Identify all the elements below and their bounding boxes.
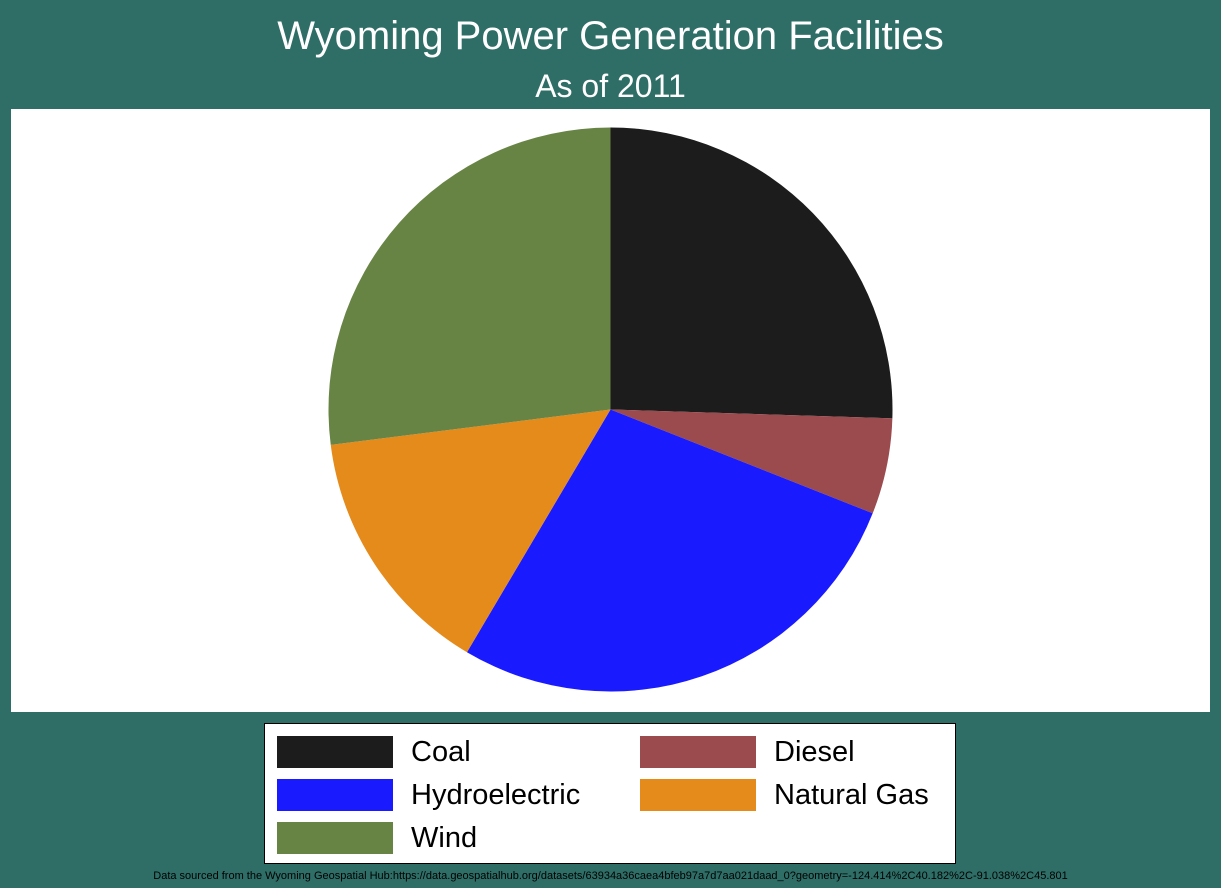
pie-slice-coal — [610, 127, 893, 419]
plot-area — [11, 109, 1210, 712]
legend-swatch-natural-gas — [640, 779, 756, 811]
legend-swatch-hydroelectric — [277, 779, 393, 811]
legend-label-natural-gas: Natural Gas — [774, 779, 929, 811]
pie-slice-hydroelectric — [466, 409, 873, 692]
legend: Coal Diesel Hydroelectric Natural Gas Wi… — [264, 723, 956, 864]
legend-label-hydroelectric: Hydroelectric — [411, 779, 581, 811]
legend-swatch-diesel — [640, 736, 756, 768]
pie-slice-natural-gas — [330, 409, 611, 653]
legend-label-wind: Wind — [411, 822, 478, 854]
legend-label-coal: Coal — [411, 736, 471, 768]
pie-chart — [328, 127, 893, 692]
pie-slice-diesel — [610, 409, 893, 514]
legend-swatch-coal — [277, 736, 393, 768]
source-note: Data sourced from the Wyoming Geospatial… — [153, 870, 1068, 882]
pie-slice-wind — [328, 127, 611, 445]
legend-swatch-wind — [277, 822, 393, 854]
chart-subtitle: As of 2011 — [535, 68, 686, 104]
chart-title: Wyoming Power Generation Facilities — [277, 14, 944, 58]
legend-label-diesel: Diesel — [774, 736, 855, 768]
